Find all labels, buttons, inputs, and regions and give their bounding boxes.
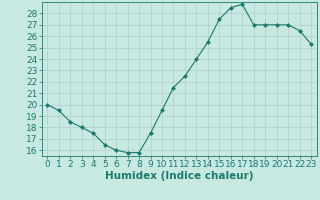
X-axis label: Humidex (Indice chaleur): Humidex (Indice chaleur) (105, 171, 253, 181)
